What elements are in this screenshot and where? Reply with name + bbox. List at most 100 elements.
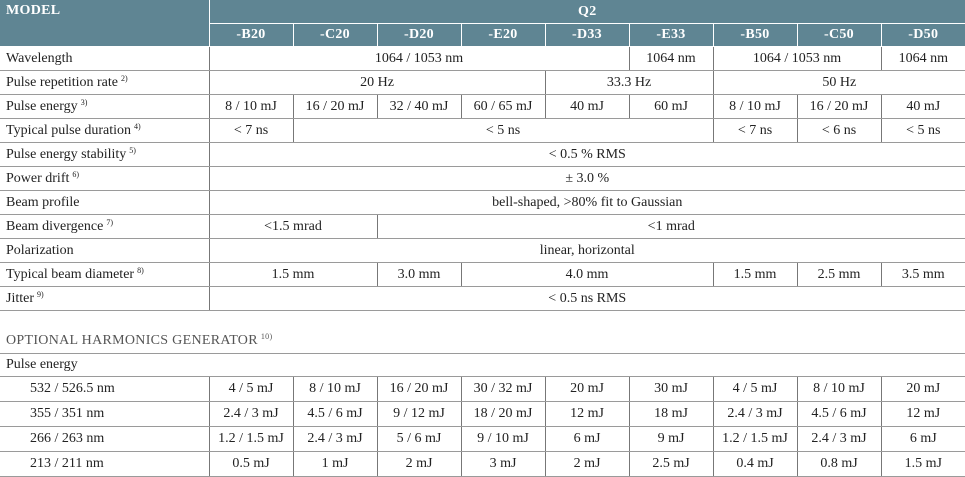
spec-value: < 5 ns <box>880 118 965 143</box>
harmonic-value: 18 mJ <box>628 401 713 427</box>
spec-value: < 6 ns <box>796 118 881 143</box>
spec-value: bell-shaped, >80% fit to Gaussian <box>208 190 965 215</box>
row-label: Wavelength <box>0 46 209 71</box>
label-text: Beam profile <box>6 194 80 210</box>
harmonic-value: 4 / 5 mJ <box>712 376 797 402</box>
harmonic-value: 6 mJ <box>880 426 965 452</box>
spec-value: < 0.5 ns RMS <box>208 286 965 311</box>
variant-header: -E33 <box>628 23 713 47</box>
row-label: 532 / 526.5 nm <box>0 376 209 402</box>
spec-row: Pulse repetition rate 2) 20 Hz 33.3 Hz 50 Hz <box>0 70 965 95</box>
harmonic-value: 18 / 20 mJ <box>460 401 545 427</box>
harmonic-value: 9 / 12 mJ <box>376 401 461 427</box>
spec-value: 60 / 65 mJ <box>460 94 545 119</box>
label-text: Typical pulse duration <box>6 123 131 138</box>
spec-value: 1.5 mm <box>712 262 797 287</box>
spec-value: < 0.5 % RMS <box>208 142 965 167</box>
section-title: OPTIONAL HARMONICS GENERATOR 10) <box>0 310 965 354</box>
variant-header: -C50 <box>796 23 881 47</box>
footnote-ref: 4) <box>134 122 141 131</box>
spec-value: linear, horizontal <box>208 238 965 263</box>
header-row: MODEL Q2 <box>0 0 965 47</box>
spec-value: 20 Hz <box>208 70 545 95</box>
label-text: Jitter <box>6 291 34 306</box>
harmonic-value: 8 / 10 mJ <box>292 376 377 402</box>
spec-value: 40 mJ <box>544 94 629 119</box>
row-label: Beam divergence 7) <box>0 214 209 239</box>
label-text: 532 / 526.5 nm <box>30 381 115 396</box>
row-label: Pulse energy stability 5) <box>0 142 209 167</box>
harmonic-value: 12 mJ <box>880 401 965 427</box>
row-label: Power drift 6) <box>0 166 209 191</box>
spec-row: Polarization linear, horizontal <box>0 238 965 263</box>
label-text: Pulse energy <box>6 99 78 114</box>
spec-value: < 5 ns <box>292 118 713 143</box>
harmonic-row: 266 / 263 nm 1.2 / 1.5 mJ 2.4 / 3 mJ 5 / 6 … <box>0 426 965 452</box>
harmonic-value: 4.5 / 6 mJ <box>292 401 377 427</box>
footnote-ref: 10) <box>260 332 273 341</box>
harmonic-value: 4.5 / 6 mJ <box>796 401 881 427</box>
row-label: Jitter 9) <box>0 286 209 311</box>
spec-value: 2.5 mm <box>796 262 881 287</box>
spec-value: 32 / 40 mJ <box>376 94 461 119</box>
footnote-ref: 9) <box>37 290 44 299</box>
variant-header: -E20 <box>460 23 545 47</box>
harmonic-row: 532 / 526.5 nm 4 / 5 mJ 8 / 10 mJ 16 / 20 m… <box>0 376 965 402</box>
variant-header: -D33 <box>544 23 629 47</box>
spec-value: 50 Hz <box>712 70 965 95</box>
label-text: Polarization <box>6 242 74 258</box>
spec-value: 1064 nm <box>880 46 965 71</box>
label-text: Pulse repetition rate <box>6 75 118 90</box>
section-row: OPTIONAL HARMONICS GENERATOR 10) <box>0 310 965 354</box>
harmonic-value: 9 mJ <box>628 426 713 452</box>
spec-value: 16 / 20 mJ <box>796 94 881 119</box>
harmonic-value: 9 / 10 mJ <box>460 426 545 452</box>
spec-value: 3.5 mm <box>880 262 965 287</box>
footnote-ref: 8) <box>137 266 144 275</box>
header-row: -B20 -C20 -D20 -E20 -D33 -E33 -B50 -C50 -D50 <box>0 23 965 47</box>
spec-value: <1 mrad <box>376 214 965 239</box>
spec-value: < 7 ns <box>712 118 797 143</box>
harmonic-value: 1.2 / 1.5 mJ <box>712 426 797 452</box>
spec-value: 8 / 10 mJ <box>208 94 293 119</box>
spec-row: Wavelength 1064 / 1053 nm 1064 nm 1064 / 10… <box>0 46 965 71</box>
variant-header: -B20 <box>208 23 293 47</box>
label-text: Beam divergence <box>6 219 104 234</box>
label-text: Wavelength <box>6 50 73 66</box>
row-label: Typical pulse duration 4) <box>0 118 209 143</box>
harmonic-value: 30 mJ <box>628 376 713 402</box>
label-text: 213 / 211 nm <box>30 456 104 471</box>
label-text: Typical beam diameter <box>6 267 135 282</box>
harmonic-value: 2.4 / 3 mJ <box>712 401 797 427</box>
footnote-ref: 2) <box>120 74 128 83</box>
row-label: Pulse energy 3) <box>0 94 209 119</box>
spec-row: Typical beam diameter 8) 1.5 mm 3.0 mm 4.0 m… <box>0 262 965 287</box>
spec-value: 60 mJ <box>628 94 713 119</box>
harmonic-value: 20 mJ <box>544 376 629 402</box>
label-text: Power drift <box>6 171 70 186</box>
subtitle: Pulse energy <box>0 353 965 377</box>
spec-row: Pulse energy stability 5) < 0.5 % RMS <box>0 142 965 167</box>
spec-value: 1064 nm <box>628 46 713 71</box>
group-header: Q2 <box>208 0 965 24</box>
harmonic-value: 1.2 / 1.5 mJ <box>208 426 293 452</box>
subtitle-row: Pulse energy <box>0 353 965 377</box>
spec-row: Beam divergence 7) <1.5 mrad <1 mrad <box>0 214 965 239</box>
model-header: MODEL <box>0 0 209 47</box>
harmonic-value: 30 / 32 mJ <box>460 376 545 402</box>
row-label: Pulse repetition rate 2) <box>0 70 209 95</box>
label-text: 266 / 263 nm <box>30 431 105 446</box>
spec-value: 8 / 10 mJ <box>712 94 797 119</box>
spec-value: 1064 / 1053 nm <box>208 46 629 71</box>
spec-value: <1.5 mrad <box>208 214 377 239</box>
footnote-ref: 7) <box>106 218 113 227</box>
row-label: Beam profile <box>0 190 209 215</box>
spec-value: 1064 / 1053 nm <box>712 46 881 71</box>
variant-header: -D20 <box>376 23 461 47</box>
row-label: 266 / 263 nm <box>0 426 209 452</box>
harmonic-value: 2.4 / 3 mJ <box>292 426 377 452</box>
harmonic-value: 5 / 6 mJ <box>376 426 461 452</box>
spec-value: ± 3.0 % <box>208 166 965 191</box>
row-label: 355 / 351 nm <box>0 401 209 427</box>
